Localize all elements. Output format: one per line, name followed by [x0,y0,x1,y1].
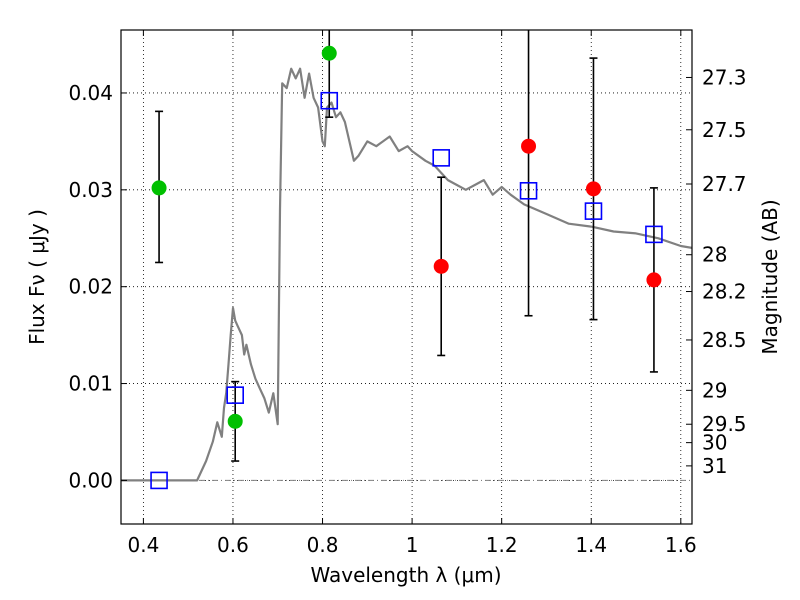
mag-tick-label: 28.2 [702,280,747,304]
model-photometry-square [645,225,663,244]
model-photometry-square [150,471,168,490]
nondetection-point [521,138,537,154]
y2-axis-label: Magnitude (AB) [758,199,782,354]
plot-frame [120,29,693,525]
x-tick-label: 1.6 [665,533,697,557]
y-tick-label: 0.02 [68,275,113,299]
x-tick-label: 0.6 [217,533,249,557]
chart-marks [121,30,692,490]
y-tick-label: 0.00 [68,468,113,492]
model-photometry-square [320,91,339,110]
detection-point [151,180,167,196]
sed-model-line [121,67,692,482]
nondetection-point [646,272,662,288]
y-tick-label: 0.03 [68,178,113,202]
mag-tick-label: 30 [702,431,727,455]
detection-point [227,413,243,429]
x-tick-label: 1 [406,533,419,557]
mag-tick-label: 31 [702,454,727,478]
model-photometry-square [432,149,451,167]
model-photometry-square [584,202,603,220]
nondetection-point [585,181,601,197]
mag-tick-label: 27.5 [702,118,747,142]
axis-ticks: 0.4 0.6 0.8 1 1.2 1.4 1.6 0.00 0.01 0.02 0.03 0.04 2… [68,30,747,557]
grid-lines [121,30,692,524]
x-tick-label: 1.2 [486,533,518,557]
model-photometry-square [226,386,244,404]
y-tick-label: 0.01 [68,372,113,396]
mag-tick-label: 27.3 [702,65,747,89]
mag-tick-label: 29 [702,378,727,402]
detection-point [321,45,337,61]
y-axis-label: Flux Fν ( μJy ) [25,209,49,345]
model-photometry-square [519,181,538,200]
x-axis-label: Wavelength λ (μm) [310,563,501,587]
x-tick-label: 0.8 [307,533,339,557]
mag-tick-label: 28 [702,243,727,267]
x-tick-label: 0.4 [127,533,159,557]
x-tick-label: 1.4 [575,533,607,557]
nondetection-point [433,258,449,274]
mag-tick-label: 29.5 [702,412,747,436]
mag-tick-label: 28.5 [702,328,747,352]
y-tick-label: 0.04 [68,81,113,105]
mag-tick-label: 27.7 [702,172,747,196]
